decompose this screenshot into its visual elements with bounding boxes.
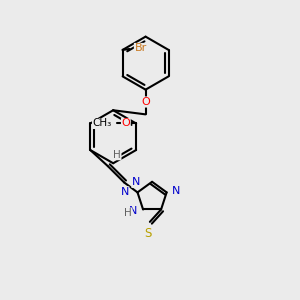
Text: H: H bbox=[124, 208, 132, 218]
Text: O: O bbox=[141, 97, 150, 107]
Text: N: N bbox=[172, 187, 180, 196]
Text: H: H bbox=[113, 150, 121, 160]
Text: CH₃: CH₃ bbox=[92, 118, 112, 128]
Text: S: S bbox=[145, 227, 152, 240]
Text: O: O bbox=[122, 118, 130, 128]
Text: N: N bbox=[121, 187, 129, 197]
Text: N: N bbox=[132, 177, 140, 188]
Text: N: N bbox=[129, 206, 137, 216]
Text: Br: Br bbox=[134, 44, 147, 53]
